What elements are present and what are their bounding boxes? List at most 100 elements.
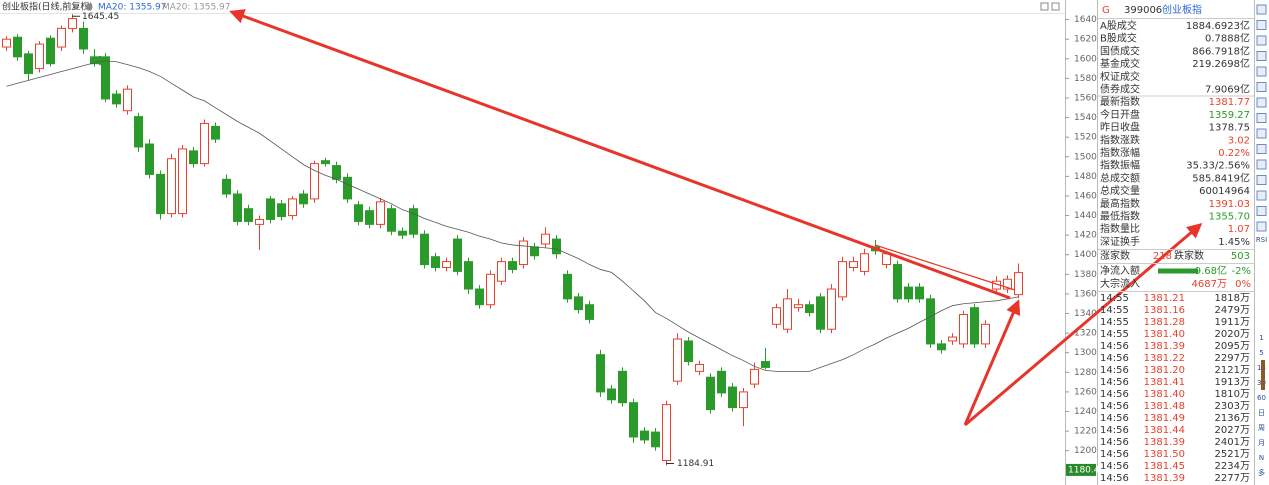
tick-volume: 2121万 xyxy=(1215,365,1250,376)
y-tick-label: 1480 xyxy=(1074,172,1097,182)
row-label: 指数量比 xyxy=(1100,222,1140,235)
tick-time: 14:56 xyxy=(1100,425,1129,436)
candle-body xyxy=(783,298,792,330)
hand-drawn-arrows xyxy=(229,9,1203,427)
tick-price: 1381.20 xyxy=(1144,365,1185,376)
flow-pct: 0% xyxy=(1235,279,1251,290)
tick-price: 1381.39 xyxy=(1144,341,1185,352)
row-label: 最低指数 xyxy=(1100,210,1140,223)
tick-price: 1381.16 xyxy=(1144,305,1185,316)
candle-body xyxy=(915,286,924,300)
tool-icon[interactable] xyxy=(1256,159,1267,170)
row-value: 3.02 xyxy=(1228,135,1250,146)
candle-body xyxy=(695,363,704,372)
tool-icon[interactable] xyxy=(1256,144,1267,154)
tick-volume: 1911万 xyxy=(1215,317,1250,328)
tool-icon[interactable] xyxy=(1256,4,1267,15)
y-tick-label: 1560 xyxy=(1074,93,1097,103)
y-tick-label: 1620 xyxy=(1074,35,1097,45)
low-label: 1184.91 xyxy=(677,459,714,469)
row-value: 0.7888亿 xyxy=(1205,32,1250,45)
row-value: 219.2698亿 xyxy=(1192,57,1250,70)
sidebar-item[interactable]: N xyxy=(1259,454,1264,462)
candle-body xyxy=(739,391,748,409)
candle-body xyxy=(651,431,660,448)
sidebar-item[interactable]: 多 xyxy=(1258,468,1265,477)
candle-body xyxy=(189,150,198,165)
tool-icon[interactable] xyxy=(1256,128,1267,139)
tool-icon[interactable] xyxy=(1256,206,1267,216)
tick-volume: 2234万 xyxy=(1215,461,1250,472)
tick-volume: 1818万 xyxy=(1215,293,1250,304)
candle-body xyxy=(530,246,539,257)
row-label: 今日开盘 xyxy=(1100,108,1140,121)
flow-amount: 4687万 xyxy=(1192,279,1227,290)
row-value: 866.7918亿 xyxy=(1192,44,1250,57)
y-tick-label: 1380 xyxy=(1074,270,1097,280)
high-label: 1645.45 xyxy=(82,12,119,22)
y-tick-label: 1220 xyxy=(1074,427,1097,437)
candle-body xyxy=(607,388,616,401)
sidebar-item[interactable]: 1 xyxy=(1259,334,1263,342)
candle-body xyxy=(926,298,935,345)
tick-price: 1381.22 xyxy=(1144,353,1185,364)
tool-icon[interactable] xyxy=(1256,97,1267,108)
row-label: B股成交 xyxy=(1100,32,1137,45)
candle-body xyxy=(431,256,440,268)
candle-body xyxy=(453,238,462,272)
candle-body xyxy=(420,233,429,266)
candle-body xyxy=(486,273,495,306)
candle-body xyxy=(321,160,330,165)
scroll-thumb[interactable] xyxy=(1261,360,1265,390)
y-tick-label: 1200 xyxy=(1074,446,1097,456)
y-tick-label: 1440 xyxy=(1074,211,1097,221)
tick-volume: 2297万 xyxy=(1215,353,1250,364)
tick-price: 1381.40 xyxy=(1144,329,1185,340)
sidebar-item[interactable]: 60 xyxy=(1257,394,1266,402)
sidebar-item[interactable]: 月 xyxy=(1258,439,1265,447)
y-tick-label: 1240 xyxy=(1074,407,1097,417)
candle-body xyxy=(343,176,352,200)
candle-body xyxy=(156,173,165,215)
y-tick-label: 1340 xyxy=(1074,309,1097,319)
y-tick-label: 1640 xyxy=(1074,15,1097,25)
tool-icon[interactable] xyxy=(1256,113,1267,123)
sidebar-item[interactable]: RSI xyxy=(1256,236,1267,244)
tick-price: 1381.28 xyxy=(1144,317,1185,328)
candle-body xyxy=(574,296,583,311)
candle-body xyxy=(112,93,121,105)
candle-body xyxy=(376,201,385,225)
sidebar-item[interactable]: 日 xyxy=(1258,409,1265,417)
close-button[interactable] xyxy=(1051,2,1060,11)
candle-body xyxy=(123,88,132,112)
candle-body xyxy=(508,261,517,270)
tool-icon[interactable] xyxy=(1256,190,1267,201)
tool-icon[interactable] xyxy=(1256,82,1267,92)
tool-icon[interactable] xyxy=(1256,20,1267,30)
arrow xyxy=(229,9,1011,300)
candle-body xyxy=(145,143,154,175)
tool-icon[interactable] xyxy=(1256,35,1267,46)
y-tick-label: 1360 xyxy=(1074,289,1097,299)
row-value: 585.8419亿 xyxy=(1192,171,1250,184)
row-value: 1884.6923亿 xyxy=(1186,19,1250,32)
tool-icon[interactable] xyxy=(1256,51,1267,61)
row-label: 国债成交 xyxy=(1100,44,1140,57)
sidebar-item[interactable]: 5 xyxy=(1259,349,1263,357)
sidebar-item[interactable]: 周 xyxy=(1258,424,1265,432)
tick-time: 14:56 xyxy=(1100,461,1129,472)
candle-body xyxy=(849,261,858,268)
tool-icon[interactable] xyxy=(1256,221,1267,232)
candle-body xyxy=(299,193,308,205)
row-label: 指数涨幅 xyxy=(1100,146,1140,159)
tool-icon[interactable] xyxy=(1256,175,1267,185)
row-value: 1391.03 xyxy=(1209,199,1250,210)
tick-volume: 1913万 xyxy=(1215,377,1250,388)
row-label: 昨日收盘 xyxy=(1100,121,1140,134)
tool-icon[interactable] xyxy=(1256,66,1267,77)
window-button[interactable] xyxy=(1040,2,1049,11)
row-value: 1.45% xyxy=(1218,237,1250,248)
candle-body xyxy=(464,261,473,290)
settings-icon[interactable] xyxy=(85,3,93,11)
candle-body xyxy=(277,203,286,218)
